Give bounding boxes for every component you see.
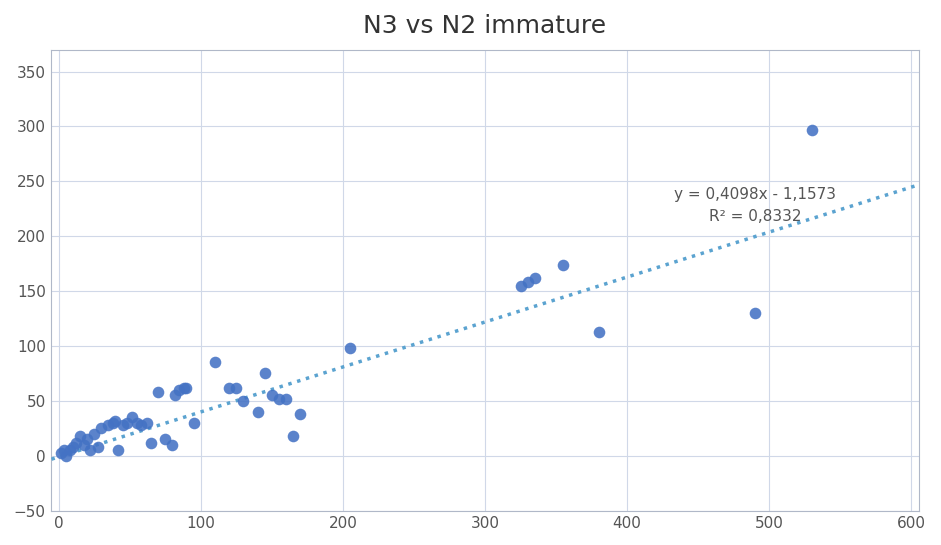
Point	[229, 383, 244, 392]
Point	[111, 446, 126, 455]
Point	[257, 369, 272, 378]
Point	[250, 408, 265, 416]
Point	[54, 449, 69, 458]
Point	[151, 387, 166, 396]
Point	[179, 383, 194, 392]
Point	[139, 419, 154, 427]
Point	[134, 421, 149, 429]
Point	[293, 410, 308, 419]
Point	[176, 383, 191, 392]
Point	[165, 440, 180, 449]
Point	[115, 421, 130, 429]
Point	[94, 424, 109, 433]
Point	[108, 416, 123, 425]
Point	[101, 421, 116, 429]
Point	[264, 391, 279, 399]
Title: N3 vs N2 immature: N3 vs N2 immature	[363, 14, 607, 38]
Point	[591, 328, 606, 336]
Point	[76, 440, 91, 449]
Point	[62, 446, 77, 455]
Point	[207, 358, 222, 367]
Point	[805, 125, 820, 134]
Point	[527, 274, 542, 282]
Point	[125, 413, 140, 422]
Point	[222, 383, 237, 392]
Point	[82, 446, 97, 455]
Point	[105, 419, 120, 427]
Point	[158, 435, 173, 444]
Point	[120, 419, 135, 427]
Point	[68, 438, 83, 447]
Point	[79, 435, 94, 444]
Point	[236, 396, 251, 405]
Text: y = 0,4098x - 1,1573
R² = 0,8332: y = 0,4098x - 1,1573 R² = 0,8332	[674, 187, 837, 224]
Point	[172, 385, 187, 394]
Point	[285, 432, 300, 440]
Point	[58, 451, 73, 460]
Point	[520, 278, 535, 287]
Point	[747, 308, 762, 317]
Point	[129, 419, 144, 427]
Point	[343, 344, 358, 353]
Point	[91, 443, 106, 451]
Point	[72, 432, 88, 440]
Point	[65, 443, 80, 451]
Point	[513, 281, 528, 290]
Point	[279, 394, 294, 403]
Point	[56, 446, 72, 455]
Point	[143, 438, 158, 447]
Point	[87, 429, 102, 438]
Point	[271, 394, 286, 403]
Point	[167, 391, 183, 399]
Point	[186, 419, 201, 427]
Point	[556, 261, 571, 269]
